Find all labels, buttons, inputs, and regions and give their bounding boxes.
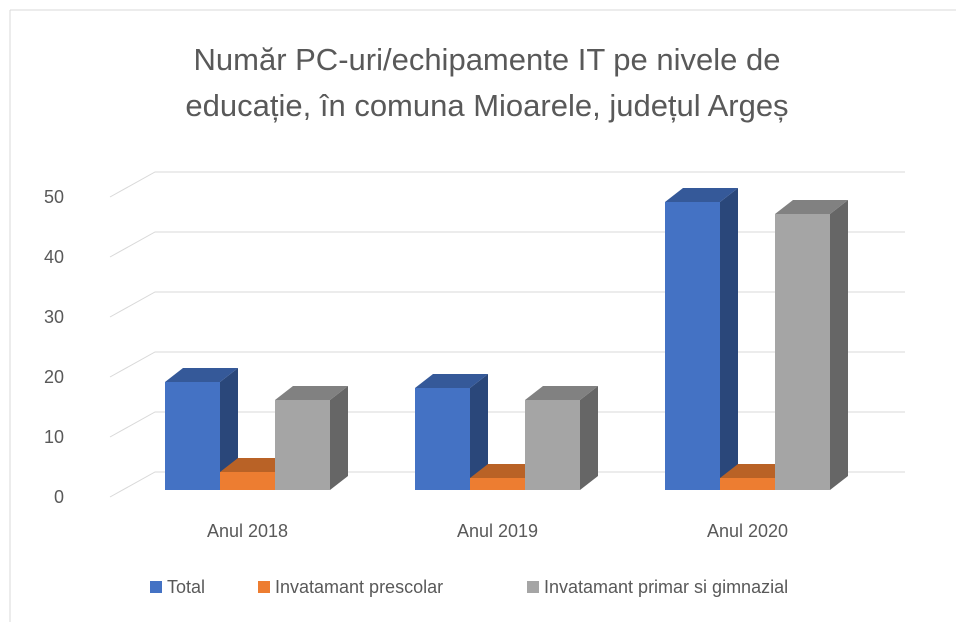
grid-line xyxy=(109,351,905,378)
bar-side xyxy=(720,188,738,490)
bar-front xyxy=(275,400,330,490)
x-tick-label: Anul 2020 xyxy=(707,521,788,541)
bar-top xyxy=(165,368,238,382)
grid-line xyxy=(109,471,905,498)
bar-front xyxy=(165,382,220,490)
chart-title: educație, în comuna Mioarele, județul Ar… xyxy=(185,88,788,123)
bar-side xyxy=(220,368,238,490)
chart-title: Număr PC-uri/echipamente IT pe nivele de xyxy=(194,42,781,77)
x-tick-label: Anul 2019 xyxy=(457,521,538,541)
grid-line xyxy=(109,291,905,318)
bar-front xyxy=(720,478,775,490)
bar-front xyxy=(525,400,580,490)
y-tick-label: 10 xyxy=(44,427,64,447)
grid-line xyxy=(109,411,905,438)
bar-side xyxy=(830,200,848,490)
bar-top xyxy=(275,386,348,400)
bar-top xyxy=(525,386,598,400)
bar-top xyxy=(720,464,793,478)
legend-swatch xyxy=(258,581,270,593)
y-tick-label: 0 xyxy=(54,487,64,507)
legend-label: Invatamant primar si gimnazial xyxy=(544,577,788,597)
bar-side xyxy=(470,374,488,490)
bar-front xyxy=(220,472,275,490)
grid-line xyxy=(109,231,905,258)
bar-front xyxy=(470,478,525,490)
bar-front xyxy=(775,214,830,490)
bar xyxy=(275,386,348,490)
y-tick-label: 20 xyxy=(44,367,64,387)
bar xyxy=(775,200,848,490)
legend-swatch xyxy=(527,581,539,593)
bar xyxy=(165,368,238,490)
y-tick-label: 40 xyxy=(44,247,64,267)
bar-top xyxy=(470,464,543,478)
y-tick-label: 50 xyxy=(44,187,64,207)
bar-top xyxy=(220,458,293,472)
bar-top xyxy=(665,188,738,202)
bar xyxy=(415,374,488,490)
bar-top xyxy=(775,200,848,214)
legend-label: Total xyxy=(167,577,205,597)
y-tick-label: 30 xyxy=(44,307,64,327)
x-tick-label: Anul 2018 xyxy=(207,521,288,541)
bar xyxy=(525,386,598,490)
bar-side xyxy=(580,386,598,490)
bar-front xyxy=(415,388,470,490)
legend-swatch xyxy=(150,581,162,593)
grid-line xyxy=(109,171,905,198)
bar-side xyxy=(330,386,348,490)
bar-front xyxy=(665,202,720,490)
legend-label: Invatamant prescolar xyxy=(275,577,443,597)
bar xyxy=(665,188,738,490)
bar-top xyxy=(415,374,488,388)
